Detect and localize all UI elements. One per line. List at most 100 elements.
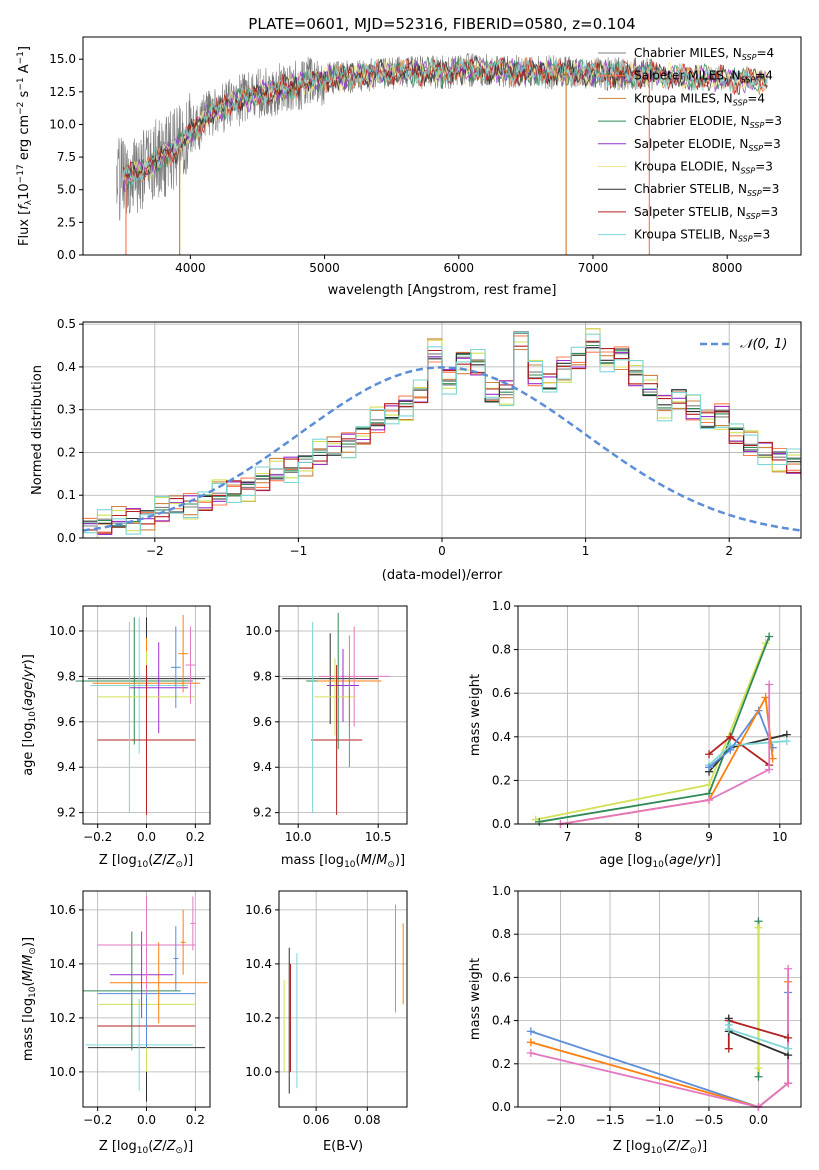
gaussian-curve <box>83 366 801 532</box>
age-vs-mass-grid <box>279 606 407 824</box>
age-vs-z-xtick-label: 0.0 <box>137 830 156 844</box>
massweight-vs-z-xtick-label: −1.5 <box>595 1113 624 1127</box>
model-spectrum-line <box>122 55 768 180</box>
spectrum-ytick-label: 7.5 <box>57 150 76 164</box>
mass-weight-series <box>754 923 763 1073</box>
errorbar-point <box>282 633 379 725</box>
age-vs-mass-ytick-label: 9.4 <box>253 760 272 774</box>
spectrum-xtick-label: 8000 <box>712 261 743 275</box>
errorbar-point <box>314 658 356 736</box>
mass-weight-marker <box>705 750 714 759</box>
errorbar-point <box>327 649 359 722</box>
residuals-xtick-label: −1 <box>290 544 308 558</box>
spectrum-ytick-label: 0.0 <box>57 248 76 262</box>
mass-vs-z-xtick-label: 0.0 <box>137 1113 156 1127</box>
massweight-vs-age-ytick-label: 1.0 <box>492 599 511 613</box>
errorbar-point <box>83 931 181 1051</box>
spectrum-xtick-label: 6000 <box>444 261 475 275</box>
massweight-vs-age-panel: 7 8 9 10 0.0 0.2 0.4 0.6 0.8 1.0 age [log10(age/y… <box>468 599 802 870</box>
spectrum-xlabel: wavelength [Angstrom, rest frame] <box>328 283 557 298</box>
mass-vs-z-xlabel: Z [log10(Z/Z⊙)] <box>99 1139 193 1156</box>
massweight-vs-z-ylabel: mass weight <box>468 958 483 1040</box>
age-vs-mass-ytick-label: 9.6 <box>253 715 272 729</box>
age-vs-z-axes-frame <box>82 605 211 825</box>
mass-weight-marker <box>784 1044 793 1053</box>
spectrum-xtick-label: 4000 <box>175 261 206 275</box>
massweight-vs-age-ytick-label: 0.2 <box>492 773 511 787</box>
massweight-vs-z-axes-frame <box>517 890 802 1108</box>
age-vs-z-ylabel: age [log10(age/yr)] <box>21 654 38 776</box>
errorbar-point <box>129 642 189 734</box>
mass-weight-marker <box>765 632 774 641</box>
mass-weight-marker <box>724 1025 733 1034</box>
legend-label: Kroupa ELODIE, NSSP=3 <box>634 160 773 176</box>
massweight-vs-age-xlabel: age [log10(age/yr)] <box>599 853 721 870</box>
massweight-vs-z-panel: −2.0 −1.5 −1.0 −0.5 0.0 0.0 0.2 0.4 0.6 0.8 1.0 Z … <box>468 884 802 1156</box>
mass-weight-marker <box>726 745 735 754</box>
massweight-vs-z-xlabel: Z [log10(Z/Z⊙)] <box>613 1139 707 1156</box>
residuals-ytick-label: 0.2 <box>57 445 76 459</box>
spectrum-ytick-label: 5.0 <box>57 183 76 197</box>
mass-vs-z-panel: −0.2 0.0 0.2 10.0 10.2 10.4 10.6 Z [log10(Z/Z⊙… <box>21 890 211 1156</box>
residuals-xlabel: (data-model)/error <box>382 568 503 583</box>
age-vs-mass-ytick-label: 9.2 <box>253 806 272 820</box>
spectrum-title: PLATE=0601, MJD=52316, FIBERID=0580, z=0… <box>248 15 635 33</box>
age-vs-mass-axes-frame <box>278 605 408 825</box>
massweight-vs-z-ytick-label: 0.8 <box>492 927 511 941</box>
age-vs-z-ytick-label: 10.0 <box>49 624 76 638</box>
mass-weight-series <box>724 1020 793 1053</box>
mass-vs-z-ylabel: mass [log10(M/M⊙)] <box>21 937 38 1061</box>
massweight-vs-age-xtick-label: 7 <box>564 830 572 844</box>
massweight-vs-z-ytick-label: 0.0 <box>492 1100 511 1114</box>
mass-vs-z-xtick-label: 0.2 <box>186 1113 205 1127</box>
spectrum-ytick-label: 2.5 <box>57 215 76 229</box>
mass-vs-ebv-xtick-label: 0.08 <box>354 1113 381 1127</box>
residual-histogram <box>83 332 801 535</box>
mass-weight-marker <box>782 737 791 746</box>
massweight-vs-z-xtick-label: −1.0 <box>645 1113 674 1127</box>
mass-weight-marker <box>526 1027 535 1036</box>
spectrum-ytick-label: 15.0 <box>49 52 76 66</box>
mass-weight-marker <box>761 693 770 702</box>
residuals-ytick-label: 0.1 <box>57 488 76 502</box>
mass-weight-marker <box>526 1038 535 1047</box>
spectrum-xtick-label: 7000 <box>578 261 609 275</box>
spectrum-axes-frame <box>82 36 802 256</box>
errorbar-point <box>97 896 196 994</box>
errorbar-point <box>170 626 181 709</box>
mass-vs-z-ytick-label: 10.0 <box>49 1065 76 1079</box>
massweight-vs-age-xtick-label: 10 <box>772 830 787 844</box>
massweight-vs-age-ytick-label: 0.4 <box>492 730 511 744</box>
errorbar-point <box>190 896 196 951</box>
mass-weight-marker <box>765 680 774 689</box>
age-vs-mass-xtick-label: 10.5 <box>365 830 392 844</box>
age-vs-z-ytick-label: 9.8 <box>57 669 76 683</box>
errorbar-point <box>109 931 174 1018</box>
residuals-xtick-label: −2 <box>146 544 164 558</box>
legend-label: Salpeter MILES, NSSP=4 <box>634 69 773 85</box>
legend-label: Salpeter STELIB, NSSP=3 <box>634 205 778 221</box>
spectrum-ytick-label: 10.0 <box>49 117 76 131</box>
errorbar-point <box>180 909 186 975</box>
mass-vs-ebv-panel: 0.06 0.08 10.0 10.2 10.4 10.6 E(B-V) <box>245 890 408 1154</box>
legend-label: Chabrier STELIB, NSSP=3 <box>634 182 779 198</box>
residuals-axes-frame <box>82 321 802 539</box>
massweight-vs-age-axes-frame <box>517 605 802 825</box>
age-vs-mass-panel: 10.0 10.5 9.2 9.4 9.6 9.8 10.0 mass [log10(M/M… <box>245 605 408 870</box>
mass-vs-ebv-xlabel: E(B-V) <box>323 1139 363 1154</box>
massweight-vs-z-ytick-label: 0.6 <box>492 970 511 984</box>
massweight-vs-z-xtick-label: 0.0 <box>749 1113 768 1127</box>
mass-weight-marker <box>754 923 763 932</box>
massweight-vs-age-xtick-label: 8 <box>634 830 642 844</box>
age-vs-mass-xtick-label: 10.0 <box>285 830 312 844</box>
errorbar-point <box>90 617 189 754</box>
residuals-xtick-label: 1 <box>582 544 590 558</box>
age-vs-z-xtick-label: 0.2 <box>186 830 205 844</box>
mass-vs-ebv-ytick-label: 10.4 <box>245 957 272 971</box>
age-vs-z-xlabel: Z [log10(Z/Z⊙)] <box>99 853 193 870</box>
mass-vs-ebv-ytick-label: 10.6 <box>245 903 272 917</box>
age-vs-mass-ytick-label: 9.8 <box>253 669 272 683</box>
age-vs-z-xtick-label: −0.2 <box>83 830 112 844</box>
mass-weight-marker <box>754 1064 763 1073</box>
